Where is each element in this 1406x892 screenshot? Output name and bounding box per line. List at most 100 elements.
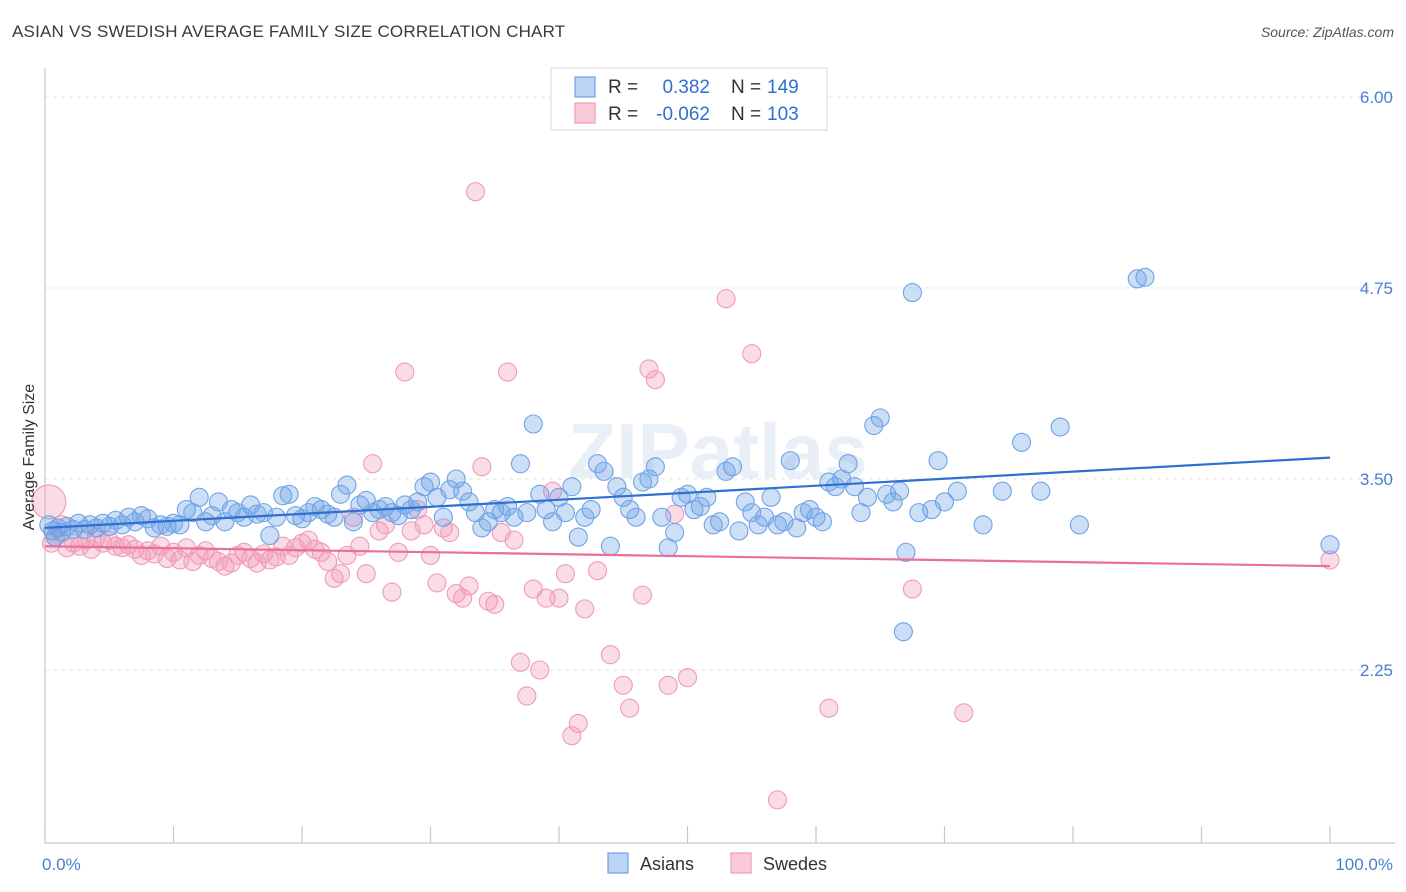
asians-point — [735, 492, 755, 512]
asians-point — [947, 481, 967, 501]
swedes-point — [420, 545, 441, 565]
asians-point — [453, 481, 473, 501]
stat-n-label-asians: N = — [731, 77, 761, 98]
asians-point — [1127, 269, 1147, 289]
watermark: ZIPatlas — [568, 407, 867, 495]
swedes-point — [465, 182, 486, 202]
asians-point — [433, 507, 453, 527]
y-axis-title: Average Family Size — [21, 384, 38, 531]
asians-point — [45, 527, 65, 547]
swedes-point — [530, 660, 550, 680]
asians-point — [478, 512, 498, 532]
swedes-point — [620, 698, 640, 718]
y-tick-label: 2.25 — [1360, 661, 1393, 680]
swedes-point — [343, 507, 363, 527]
asians-point — [742, 503, 762, 523]
asians-point — [844, 477, 865, 497]
legend-swedes-label: Swedes — [763, 854, 827, 874]
asians-point — [710, 512, 730, 532]
asians-trend-line — [44, 456, 1331, 529]
swedes-point — [819, 698, 839, 718]
asians-point — [587, 454, 608, 474]
swedes-point — [767, 790, 788, 810]
asians-point — [973, 515, 993, 535]
swedes-point — [639, 359, 659, 379]
asians-point — [1031, 481, 1051, 501]
swedes-point — [427, 573, 447, 593]
stats-legend-box — [550, 67, 828, 131]
asians-point — [748, 515, 768, 535]
swedes-point — [555, 564, 575, 584]
y-tick-label: 3.50 — [1360, 470, 1393, 489]
stat-n-asians: 149 — [767, 77, 799, 98]
swedes-point — [716, 289, 736, 309]
asians-point — [729, 521, 749, 541]
swedes-point — [382, 582, 402, 602]
x-tick-label: 100.0% — [1335, 855, 1393, 874]
asians-point — [266, 507, 286, 527]
grid-lines — [45, 96, 1395, 671]
swedes-point — [600, 645, 620, 665]
x-tick-label: 0.0% — [42, 855, 81, 874]
asians-point — [459, 492, 479, 512]
asians-point — [568, 527, 588, 547]
swedes-point — [562, 726, 582, 746]
swedes-point — [632, 585, 653, 605]
swedes-point — [81, 539, 101, 559]
asians-point — [825, 477, 845, 497]
asians-point — [812, 512, 832, 532]
y-tick-label: 4.75 — [1360, 279, 1393, 298]
swedes-point — [568, 713, 588, 734]
swedes-point — [954, 703, 974, 723]
asians-point — [992, 481, 1012, 501]
swedes-point — [459, 576, 479, 596]
asians-point — [652, 507, 672, 527]
swedes-point — [414, 515, 434, 535]
swedes-point — [517, 686, 537, 706]
asians-point — [523, 414, 543, 434]
swedes-point — [350, 536, 370, 556]
asians-point — [337, 475, 357, 495]
asians-point — [401, 500, 421, 520]
stat-r-swedes: -0.062 — [656, 104, 710, 125]
swedes-point — [504, 530, 524, 550]
swedes-point — [196, 541, 216, 561]
asians-point — [722, 457, 743, 477]
asians-point — [902, 283, 922, 303]
swedes-point — [902, 579, 922, 599]
chart-title: ASIAN VS SWEDISH AVERAGE FAMILY SIZE COR… — [12, 22, 566, 41]
swedes-point — [658, 675, 678, 695]
swedes-point — [356, 564, 376, 584]
swedes-point — [523, 579, 543, 599]
stat-r-asians: 0.382 — [662, 77, 710, 98]
swedes-point — [363, 454, 383, 474]
asians-point — [645, 457, 665, 477]
swedes-point — [395, 362, 415, 382]
swedes-point — [510, 652, 531, 672]
asians-point — [780, 451, 800, 471]
swedes-point — [472, 457, 492, 477]
asians-point — [620, 500, 640, 520]
swedes-point — [144, 544, 164, 564]
swedes-point — [613, 675, 633, 695]
asians-point — [1012, 432, 1032, 452]
asians-point — [575, 507, 595, 527]
asians-point — [279, 484, 299, 504]
swedes-point — [677, 668, 698, 688]
swedes-point — [318, 551, 338, 572]
asians-point — [928, 451, 948, 471]
asians-swatch — [574, 76, 596, 98]
asians-point — [189, 487, 209, 507]
asians-point — [893, 622, 913, 642]
asians-point — [896, 542, 916, 562]
asians-point — [883, 492, 903, 512]
asians-point — [247, 504, 267, 524]
axes — [44, 68, 1395, 844]
asians-point — [343, 512, 363, 532]
swedes-point — [549, 588, 569, 608]
series-swedes-points — [31, 182, 1340, 810]
swedes-point — [575, 599, 595, 619]
swedes-point — [485, 594, 505, 614]
stat-r-label-asians: R = — [608, 77, 638, 98]
swedes-point — [498, 362, 518, 382]
